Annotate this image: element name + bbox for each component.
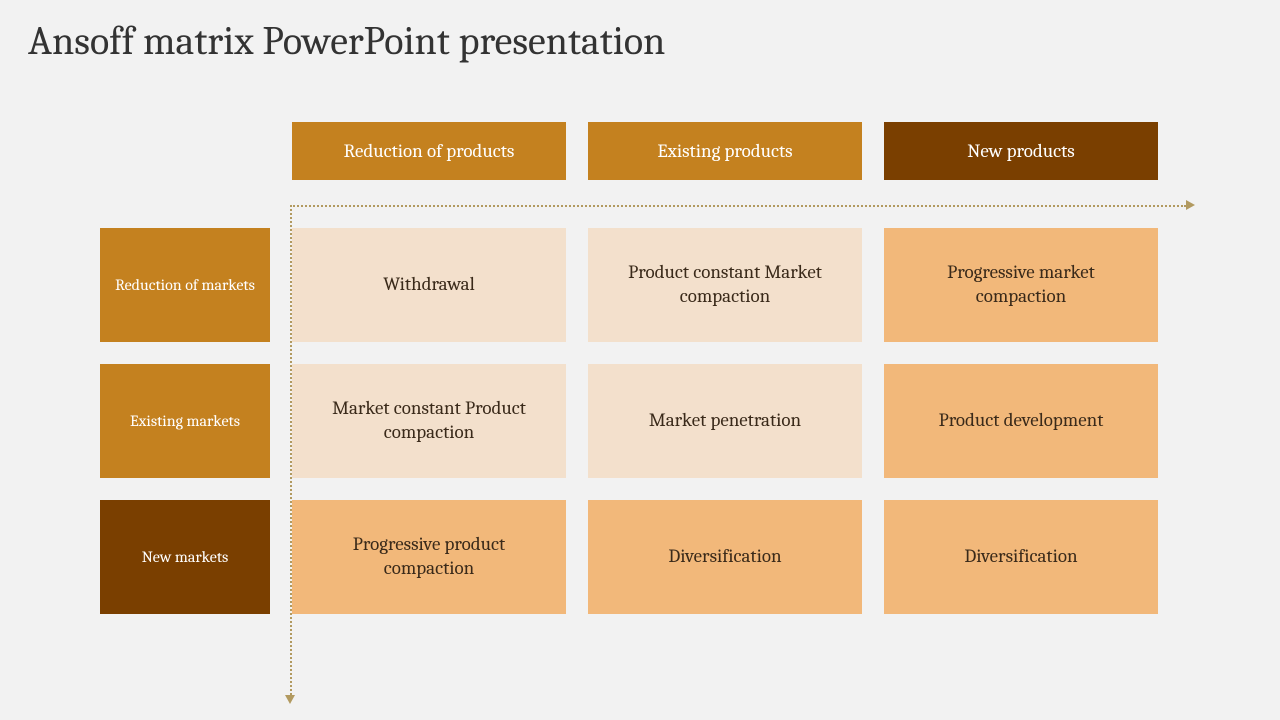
row-1: Existing markets Market constant Product… — [100, 364, 1190, 478]
slide-title: Ansoff matrix PowerPoint presentation — [28, 18, 665, 64]
corner-spacer — [100, 122, 270, 180]
cell-1-2: Product development — [884, 364, 1158, 478]
cell-0-1: Product constant Market compaction — [588, 228, 862, 342]
col-header-2: New products — [884, 122, 1158, 180]
cell-0-0: Withdrawal — [292, 228, 566, 342]
arrow-down-head — [285, 695, 295, 704]
cell-2-2: Diversification — [884, 500, 1158, 614]
cell-1-0: Market constant Product compaction — [292, 364, 566, 478]
col-header-row: Reduction of products Existing products … — [100, 122, 1190, 180]
row-2: New markets Progressive product compacti… — [100, 500, 1190, 614]
cell-1-1: Market penetration — [588, 364, 862, 478]
col-header-1: Existing products — [588, 122, 862, 180]
matrix-grid: Reduction of products Existing products … — [100, 122, 1190, 614]
cell-0-2: Progressive market compaction — [884, 228, 1158, 342]
row-0: Reduction of markets Withdrawal Product … — [100, 228, 1190, 342]
cell-2-1: Diversification — [588, 500, 862, 614]
row-header-2: New markets — [100, 500, 270, 614]
row-header-0: Reduction of markets — [100, 228, 270, 342]
row-header-1: Existing markets — [100, 364, 270, 478]
cell-2-0: Progressive product compaction — [292, 500, 566, 614]
col-header-0: Reduction of products — [292, 122, 566, 180]
